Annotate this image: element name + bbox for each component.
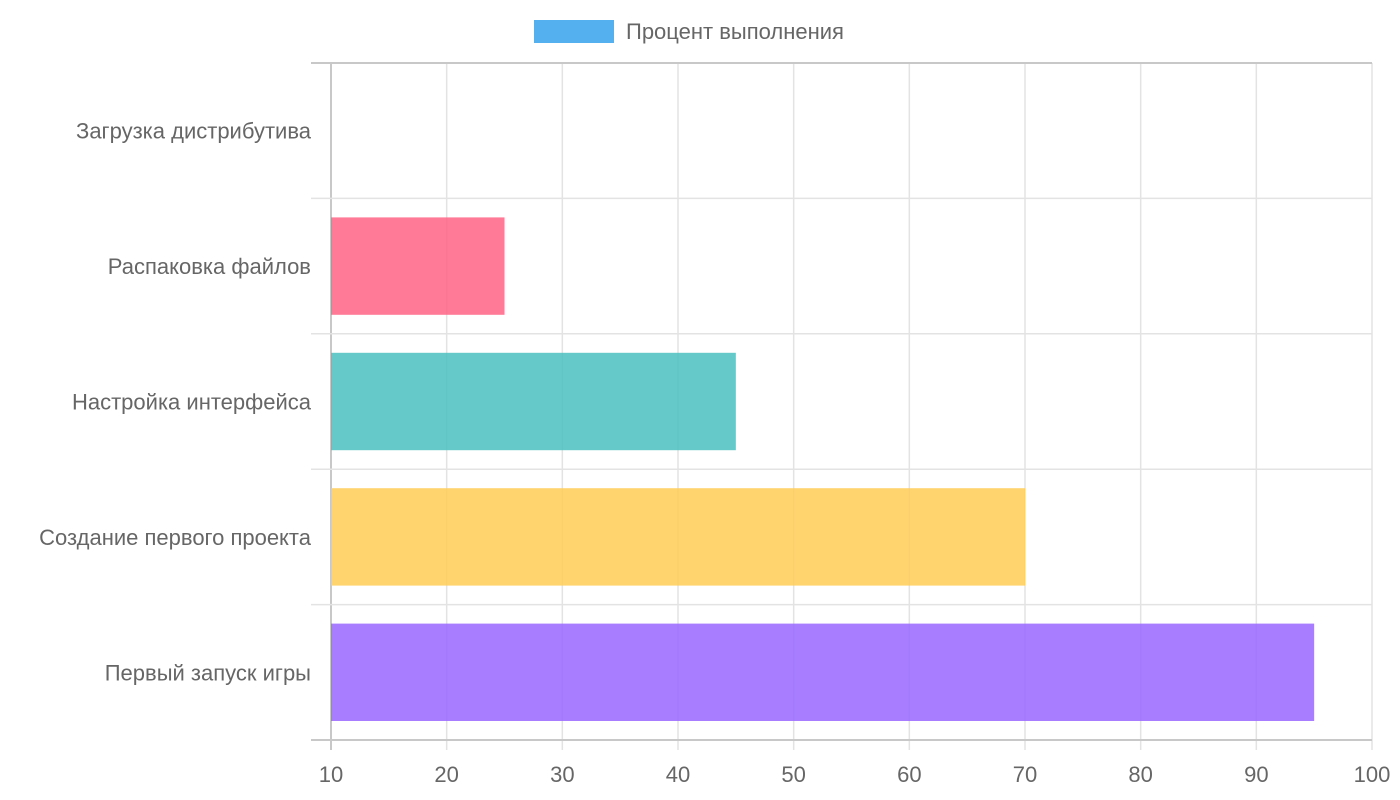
grid: [311, 62, 1373, 750]
bar[interactable]: [331, 623, 1315, 721]
x-tick-label: 70: [1013, 762, 1037, 787]
legend-label: Процент выполнения: [626, 19, 844, 44]
category-label: Настройка интерфейса: [72, 390, 312, 415]
x-tick-label: 30: [550, 762, 574, 787]
x-tick-label: 100: [1354, 762, 1391, 787]
bar[interactable]: [331, 488, 1025, 586]
x-tick-label: 90: [1244, 762, 1268, 787]
x-tick-label: 80: [1128, 762, 1152, 787]
category-label: Создание первого проекта: [39, 525, 312, 550]
category-label: Первый запуск игры: [105, 660, 311, 685]
category-label: Распаковка файлов: [108, 254, 311, 279]
x-axis-ticks: 10 20 30 40 50 60 70 80 90 100: [319, 762, 1391, 787]
legend-swatch: [534, 20, 614, 43]
legend[interactable]: Процент выполнения: [534, 19, 844, 44]
x-tick-label: 20: [434, 762, 458, 787]
x-tick-label: 60: [897, 762, 921, 787]
x-tick-label: 50: [781, 762, 805, 787]
category-label: Загрузка дистрибутива: [76, 119, 312, 144]
bars: [331, 217, 1315, 721]
y-axis-categories: Загрузка дистрибутива Распаковка файлов На…: [39, 119, 312, 686]
x-tick-label: 40: [666, 762, 690, 787]
bar[interactable]: [331, 217, 505, 315]
x-tick-label: 10: [319, 762, 343, 787]
bar[interactable]: [331, 352, 736, 451]
